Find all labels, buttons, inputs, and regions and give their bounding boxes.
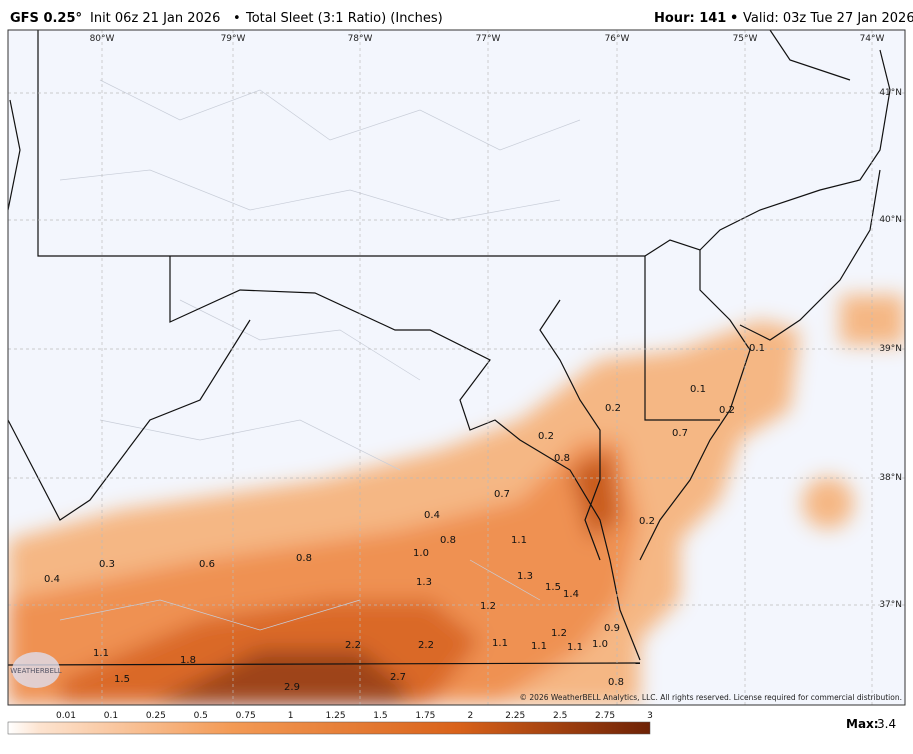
colorbar-tick: 0.5 [194, 711, 208, 721]
amount-label: 0.6 [199, 559, 215, 570]
amount-label: 0.1 [690, 384, 706, 395]
amount-label: 1.5 [545, 582, 561, 593]
amount-label: 0.8 [608, 677, 624, 688]
amount-label: 1.1 [93, 648, 109, 659]
amount-label: 0.2 [538, 431, 554, 442]
amount-label: 1.5 [114, 674, 130, 685]
colorbar-tick: 3 [647, 711, 653, 721]
sep: • [730, 11, 738, 26]
longitude: 77°W [476, 34, 501, 44]
amount-label: 0.4 [44, 574, 60, 585]
amount-label: 2.7 [390, 672, 406, 683]
amount-label: 0.1 [749, 343, 765, 354]
amount-label: 1.4 [563, 589, 579, 600]
colorbar-tick: 0.25 [146, 711, 166, 721]
colorbar-tick: 1.75 [415, 711, 435, 721]
amount-label: 1.0 [413, 548, 429, 559]
amount-label: 0.8 [296, 553, 312, 564]
max-value: 3.4 [877, 717, 896, 731]
amount-label: 0.2 [639, 516, 655, 527]
colorbar [7, 721, 651, 735]
amount-labels: 0.10.10.20.70.20.20.80.70.40.20.8 1.10.40… [44, 343, 765, 693]
run: Init 06z 21 Jan 2026 [90, 11, 220, 26]
longitude: 76°W [605, 34, 630, 44]
longitudes: 80°W 79°W 78°W 77°W 76°W 75°W 74°W [90, 34, 885, 44]
longitude: 75°W [733, 34, 758, 44]
amount-label: 0.8 [554, 453, 570, 464]
amount-label: 2.2 [345, 640, 361, 651]
colorbar-tick: 2.5 [553, 711, 567, 721]
amount-label: 0.2 [719, 405, 735, 416]
amount-label: 0.3 [99, 559, 115, 570]
amount-label: 1.2 [551, 628, 567, 639]
amount-label: 1.2 [480, 601, 496, 612]
hour: Hour: 141 [654, 11, 726, 26]
amount-label: 1.1 [567, 642, 583, 653]
amount-label: 1.8 [180, 655, 196, 666]
product: Total Sleet (3:1 Ratio) (Inches) [245, 11, 443, 26]
longitude: 78°W [348, 34, 373, 44]
copyright: © 2026 WeatherBELL Analytics, LLC. All r… [520, 693, 902, 702]
latitude: 37°N [879, 600, 902, 610]
colorbar-tick: 2.25 [505, 711, 525, 721]
colorbar-tick: 0.01 [56, 711, 76, 721]
amount-label: 0.8 [440, 535, 456, 546]
amount-label: 1.3 [517, 571, 533, 582]
colorbar-tick: 0.1 [104, 711, 118, 721]
colorbar-tick: 1 [288, 711, 294, 721]
model: GFS 0.25° [10, 11, 82, 26]
amount-label: 1.1 [492, 638, 508, 649]
logo: WEATHERBELL [10, 667, 62, 675]
amount-label: 1.3 [416, 577, 432, 588]
amount-label: 1.1 [531, 641, 547, 652]
latitude: 38°N [879, 473, 902, 483]
amount-label: 2.2 [418, 640, 434, 651]
latitude: 40°N [879, 215, 902, 225]
longitude: 74°W [860, 34, 885, 44]
longitude: 79°W [221, 34, 246, 44]
colorbar-tick: 1.25 [326, 711, 346, 721]
colorbar-tick: 2.75 [595, 711, 615, 721]
amount-label: 0.9 [604, 623, 620, 634]
sep: • [233, 11, 241, 26]
amount-label: 0.2 [605, 403, 621, 414]
longitude: 80°W [90, 34, 115, 44]
max-label: Max: [846, 717, 879, 731]
colorbar-tick: 2 [467, 711, 473, 721]
valid: Valid: 03z Tue 27 Jan 2026 [743, 11, 913, 26]
latitudes: 41°N 40°N 39°N 38°N 37°N [879, 88, 902, 610]
map-frame [7, 29, 906, 706]
colorbar-tick: 0.75 [236, 711, 256, 721]
amount-label: 0.7 [672, 428, 688, 439]
amount-label: 1.0 [592, 639, 608, 650]
map: 80°W 79°W 78°W 77°W 76°W 75°W 74°W 41°N 40°N 39°… [8, 30, 905, 705]
colorbar-ticks: 0.01 0.1 0.25 0.5 0.75 1 1.25 1.5 1.75 2 2.25 2.5 2.… [56, 711, 653, 721]
amount-label: 1.1 [511, 535, 527, 546]
colorbar-tick: 1.5 [373, 711, 387, 721]
amount-label: 0.7 [494, 489, 510, 500]
amount-label: 2.9 [284, 682, 300, 693]
latitude: 41°N [879, 88, 902, 98]
latitude: 39°N [879, 344, 902, 354]
amount-label: 0.4 [424, 510, 440, 521]
